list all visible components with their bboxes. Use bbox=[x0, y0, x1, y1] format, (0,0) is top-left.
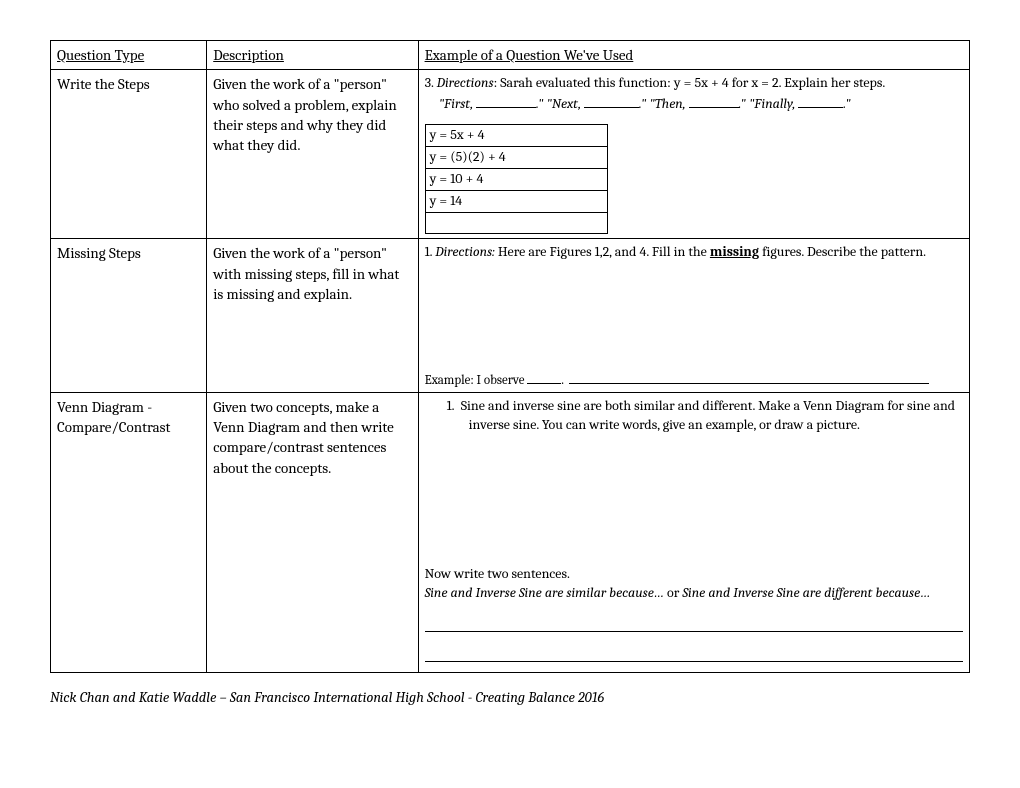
frame-first: "First, bbox=[439, 95, 477, 112]
cell-example: 1. Directions: Here are Figures 1,2, and… bbox=[418, 239, 969, 392]
similar-prompt: Sine and Inverse Sine are similar becaus… bbox=[425, 584, 664, 601]
blank bbox=[798, 96, 843, 109]
cell-example: 3. Directions: Sarah evaluated this func… bbox=[418, 70, 969, 239]
header-example: Example of a Question We've Used bbox=[418, 41, 969, 70]
row-write-the-steps: Write the Steps Given the work of a "per… bbox=[51, 70, 970, 239]
blank bbox=[527, 373, 561, 385]
example-observe-line: Example: I observe . bbox=[425, 372, 963, 390]
step-cell: y = 5x + 4 bbox=[425, 125, 607, 147]
blank-long bbox=[569, 373, 929, 385]
example-number: 1. bbox=[425, 243, 436, 260]
period: . bbox=[561, 373, 569, 388]
write-line bbox=[425, 648, 963, 662]
cell-description: Given the work of a "person" with missin… bbox=[207, 239, 418, 392]
step-cell: y = 10 + 4 bbox=[425, 168, 607, 190]
cell-description: Given two concepts, make a Venn Diagram … bbox=[207, 392, 418, 673]
directions-end: figures. Describe the pattern. bbox=[759, 243, 926, 260]
cell-description: Given the work of a "person" who solved … bbox=[207, 70, 418, 239]
write-line bbox=[425, 618, 963, 632]
directions-label: Directions bbox=[437, 74, 494, 91]
row-venn-diagram: Venn Diagram - Compare/Contrast Given tw… bbox=[51, 392, 970, 673]
question-types-table: Question Type Description Example of a Q… bbox=[50, 40, 970, 673]
directions-text: Here are Figures 1,2, and 4. Fill in the bbox=[495, 243, 710, 260]
venn-space bbox=[425, 435, 963, 565]
venn-instruction: 1. Sine and inverse sine are both simila… bbox=[425, 397, 963, 435]
now-write-label: Now write two sentences. bbox=[425, 565, 963, 584]
step-cell: y = 14 bbox=[425, 190, 607, 212]
header-question-type: Question Type bbox=[51, 41, 207, 70]
cell-example: 1. Sine and inverse sine are both simila… bbox=[418, 392, 969, 673]
step-cell bbox=[425, 212, 607, 234]
directions-label: Directions: bbox=[435, 243, 495, 260]
example-number: 3. bbox=[425, 74, 437, 91]
frame-then: ." "Then, bbox=[639, 95, 689, 112]
header-description: Description bbox=[207, 41, 418, 70]
blank bbox=[476, 96, 536, 109]
sentence-frame: "First, ." "Next, ." "Then, ." "Finally,… bbox=[425, 95, 963, 114]
table-header-row: Question Type Description Example of a Q… bbox=[51, 41, 970, 70]
item-text: Sine and inverse sine are both similar a… bbox=[461, 397, 955, 433]
step-cell: y = (5)(2) + 4 bbox=[425, 146, 607, 168]
cell-type: Missing Steps bbox=[51, 239, 207, 392]
directions-line: 3. Directions: Sarah evaluated this func… bbox=[425, 74, 963, 93]
steps-table: y = 5x + 4 y = (5)(2) + 4 y = 10 + 4 y =… bbox=[425, 124, 608, 234]
frame-next: ." "Next, bbox=[536, 95, 584, 112]
different-prompt: Sine and Inverse Sine are different beca… bbox=[682, 584, 930, 601]
page-footer: Nick Chan and Katie Waddle – San Francis… bbox=[50, 689, 970, 706]
figure-space bbox=[425, 262, 963, 372]
frame-end: ." bbox=[843, 95, 850, 112]
frame-finally: ." "Finally, bbox=[739, 95, 799, 112]
or-text: or bbox=[664, 584, 682, 601]
blank bbox=[584, 96, 639, 109]
example-label: Example: I observe bbox=[425, 373, 528, 388]
blank bbox=[689, 96, 739, 109]
cell-type: Write the Steps bbox=[51, 70, 207, 239]
row-missing-steps: Missing Steps Given the work of a "perso… bbox=[51, 239, 970, 392]
cell-type: Venn Diagram - Compare/Contrast bbox=[51, 392, 207, 673]
directions-text: : Sarah evaluated this function: y = 5x … bbox=[494, 74, 886, 91]
missing-word: missing bbox=[710, 243, 759, 260]
item-number: 1. bbox=[447, 397, 455, 414]
directions-line: 1. Directions: Here are Figures 1,2, and… bbox=[425, 243, 963, 262]
sentence-prompt: Sine and Inverse Sine are similar becaus… bbox=[425, 584, 963, 603]
